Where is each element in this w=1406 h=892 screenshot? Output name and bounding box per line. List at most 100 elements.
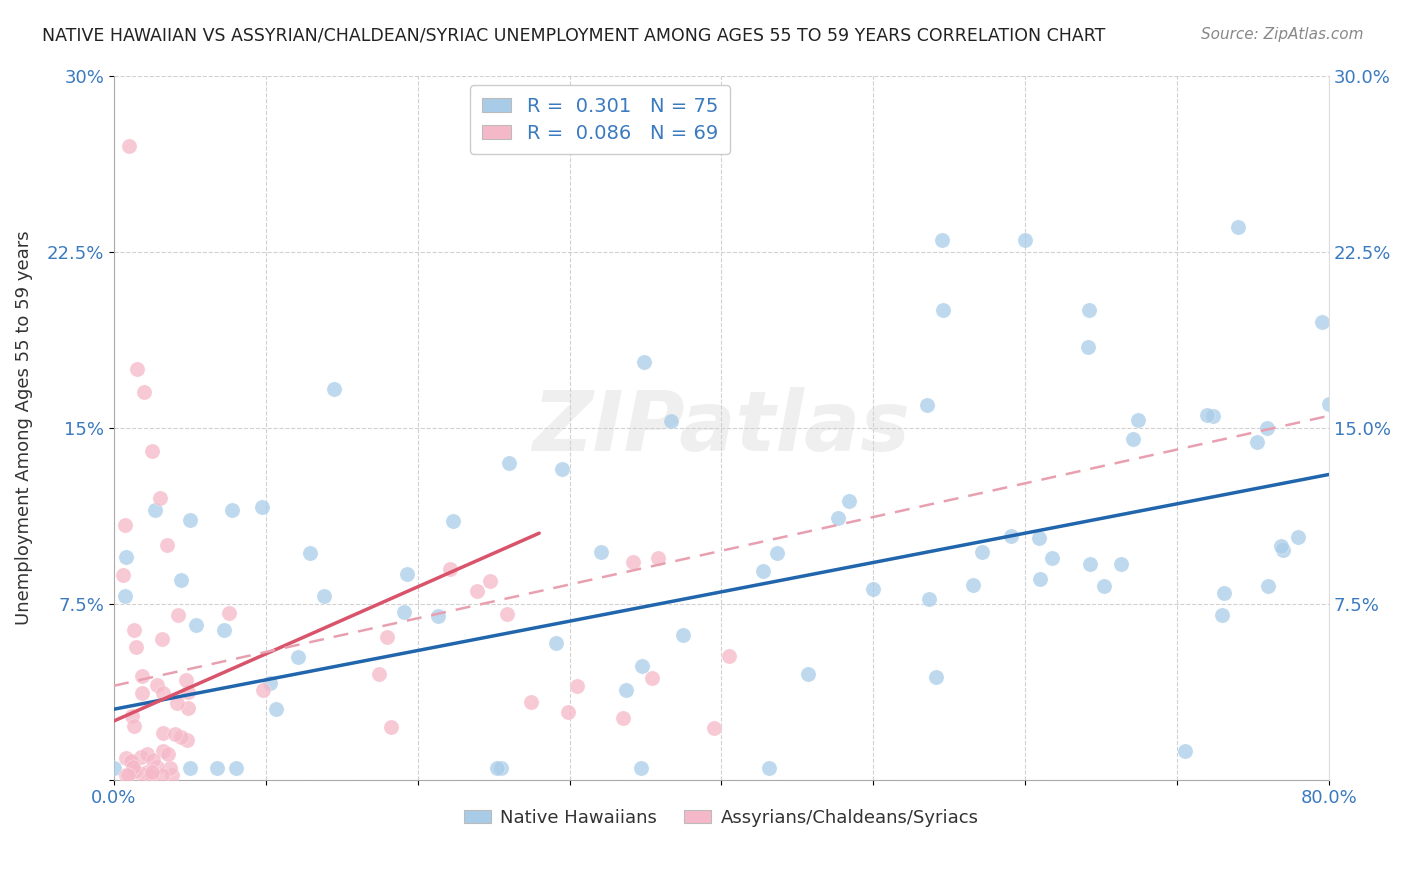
Point — [221, 502, 243, 516]
Point — [152, 726, 174, 740]
Point — [125, 640, 148, 655]
Point — [641, 671, 664, 685]
Point — [931, 233, 953, 247]
Point — [915, 398, 938, 412]
Legend: Native Hawaiians, Assyrians/Chaldeans/Syriacs: Native Hawaiians, Assyrians/Chaldeans/Sy… — [457, 802, 986, 834]
Point — [103, 761, 125, 775]
Point — [152, 744, 174, 758]
Point — [1111, 558, 1133, 572]
Point — [165, 727, 187, 741]
Point — [380, 720, 402, 734]
Point — [177, 685, 200, 699]
Point — [465, 583, 488, 598]
Point — [1126, 412, 1149, 426]
Point — [1077, 340, 1099, 354]
Point — [252, 500, 274, 514]
Point — [551, 462, 574, 476]
Point — [630, 761, 652, 775]
Point — [862, 582, 884, 597]
Point — [124, 764, 146, 778]
Point — [758, 761, 780, 775]
Point — [1201, 409, 1223, 423]
Text: NATIVE HAWAIIAN VS ASSYRIAN/CHALDEAN/SYRIAC UNEMPLOYMENT AMONG AGES 55 TO 59 YEA: NATIVE HAWAIIAN VS ASSYRIAN/CHALDEAN/SYR… — [42, 27, 1105, 45]
Point — [703, 721, 725, 735]
Point — [143, 503, 166, 517]
Point — [1122, 433, 1144, 447]
Point — [121, 755, 143, 769]
Point — [176, 673, 198, 688]
Point — [1286, 530, 1309, 544]
Point — [1212, 585, 1234, 599]
Point — [157, 747, 180, 761]
Point — [139, 768, 162, 782]
Point — [1094, 579, 1116, 593]
Point — [396, 567, 419, 582]
Point — [1174, 744, 1197, 758]
Point — [1317, 397, 1340, 411]
Point — [1078, 303, 1101, 318]
Point — [932, 303, 955, 318]
Point — [557, 706, 579, 720]
Point — [392, 605, 415, 619]
Point — [925, 670, 948, 684]
Point — [152, 686, 174, 700]
Point — [1270, 539, 1292, 553]
Point — [478, 574, 501, 588]
Point — [167, 607, 190, 622]
Point — [146, 760, 169, 774]
Point — [1078, 557, 1101, 571]
Point — [838, 494, 860, 508]
Point — [298, 546, 321, 560]
Point — [131, 767, 153, 781]
Point — [486, 761, 509, 775]
Point — [225, 761, 247, 775]
Point — [439, 562, 461, 576]
Point — [131, 686, 153, 700]
Point — [962, 578, 984, 592]
Point — [972, 545, 994, 559]
Point — [114, 750, 136, 764]
Point — [544, 635, 567, 649]
Point — [141, 765, 163, 780]
Point — [264, 702, 287, 716]
Point — [115, 768, 138, 782]
Point — [367, 666, 389, 681]
Point — [1246, 435, 1268, 450]
Point — [1042, 550, 1064, 565]
Point — [156, 538, 179, 552]
Point — [1000, 529, 1022, 543]
Point — [118, 139, 141, 153]
Point — [142, 753, 165, 767]
Point — [184, 617, 207, 632]
Point — [614, 683, 637, 698]
Point — [145, 677, 167, 691]
Point — [152, 632, 174, 646]
Point — [159, 761, 181, 775]
Point — [766, 546, 789, 560]
Point — [131, 749, 153, 764]
Point — [323, 382, 346, 396]
Point — [621, 555, 644, 569]
Point — [179, 513, 201, 527]
Point — [672, 628, 695, 642]
Point — [1256, 421, 1278, 435]
Point — [520, 695, 543, 709]
Point — [498, 456, 520, 470]
Point — [114, 589, 136, 603]
Point — [797, 666, 820, 681]
Point — [121, 709, 143, 723]
Point — [426, 608, 449, 623]
Point — [136, 764, 159, 779]
Point — [122, 759, 145, 773]
Point — [1014, 233, 1036, 247]
Point — [659, 414, 682, 428]
Point — [169, 573, 191, 587]
Point — [1257, 579, 1279, 593]
Point — [1211, 607, 1233, 622]
Point — [141, 444, 163, 458]
Point — [122, 719, 145, 733]
Point — [1271, 542, 1294, 557]
Point — [134, 385, 156, 400]
Point — [148, 491, 170, 505]
Point — [131, 669, 153, 683]
